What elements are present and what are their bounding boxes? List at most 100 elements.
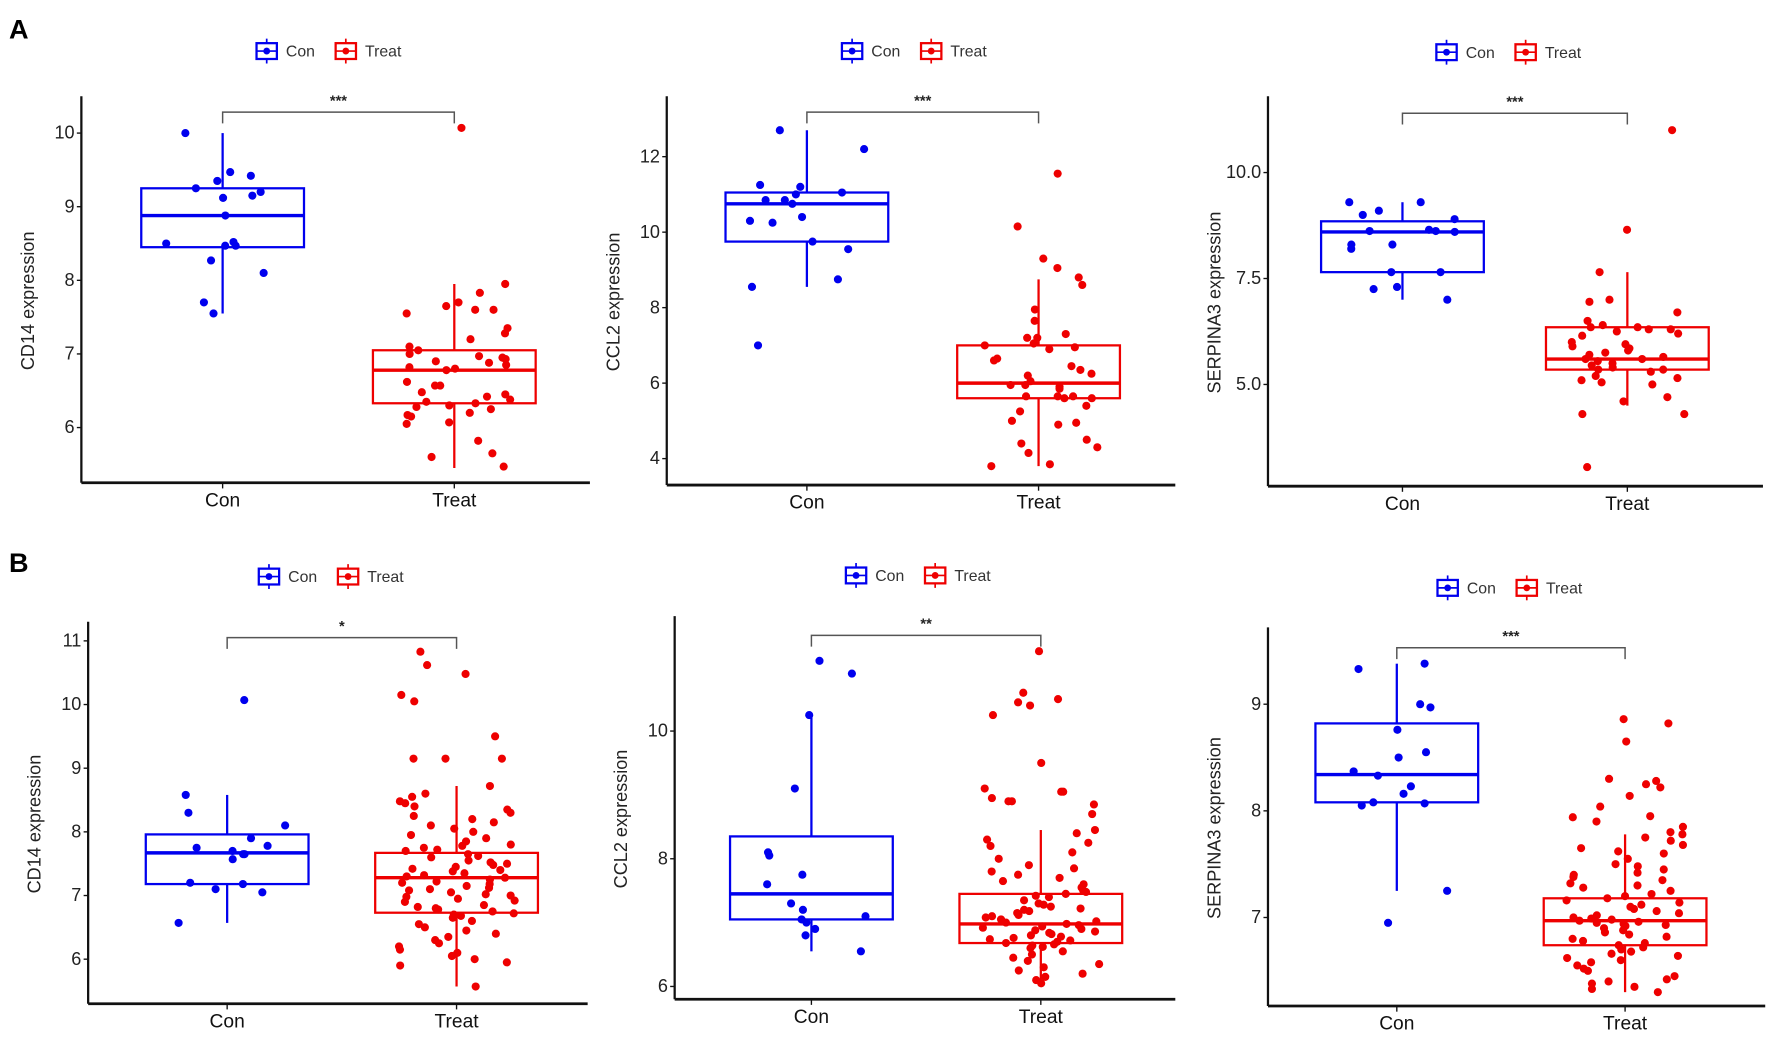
data-point-treat bbox=[981, 913, 990, 922]
data-point-con bbox=[768, 218, 777, 227]
data-point-treat bbox=[489, 818, 498, 827]
y-tick-label: 7 bbox=[71, 885, 81, 905]
legend-item-treat: Treat bbox=[1514, 39, 1582, 65]
data-point-treat bbox=[1639, 943, 1648, 952]
data-point-treat bbox=[988, 711, 998, 720]
data-point-treat bbox=[1014, 910, 1023, 920]
data-point-treat bbox=[456, 911, 465, 920]
data-point-con bbox=[847, 669, 856, 678]
data-point-con bbox=[1421, 748, 1431, 757]
legend-point-icon bbox=[927, 47, 935, 55]
data-point-treat bbox=[1644, 325, 1653, 334]
data-point-con bbox=[228, 846, 237, 856]
significance-label: *** bbox=[914, 93, 931, 109]
data-point-treat bbox=[1666, 325, 1675, 334]
box-iqr bbox=[1314, 722, 1480, 804]
data-point-con bbox=[221, 211, 230, 220]
data-point-con bbox=[239, 850, 248, 859]
legend-item-treat: Treat bbox=[334, 38, 402, 64]
y-tick-label: 10 bbox=[61, 694, 81, 714]
data-point-treat bbox=[1034, 647, 1044, 656]
data-point-treat bbox=[1627, 947, 1636, 956]
data-point-treat bbox=[446, 888, 456, 897]
data-point-treat bbox=[398, 878, 407, 887]
data-point-treat bbox=[1077, 924, 1086, 934]
legend-point-icon bbox=[265, 573, 273, 580]
data-point-con bbox=[199, 298, 208, 307]
data-point-con bbox=[221, 241, 230, 250]
data-point-treat bbox=[1661, 920, 1670, 930]
data-point-con bbox=[1387, 268, 1396, 277]
data-point-treat bbox=[980, 341, 989, 350]
data-point-treat bbox=[466, 335, 475, 344]
box-con bbox=[728, 715, 894, 952]
data-point-treat bbox=[423, 660, 432, 670]
data-point-treat bbox=[1634, 917, 1643, 926]
data-point-con bbox=[796, 182, 805, 191]
significance-label: ** bbox=[920, 617, 932, 633]
data-point-treat bbox=[450, 824, 459, 833]
legend-item-con: Con bbox=[255, 38, 315, 64]
significance-label: *** bbox=[1506, 94, 1523, 110]
data-point-treat bbox=[1021, 392, 1031, 401]
legend-point-icon bbox=[1522, 48, 1530, 56]
data-point-treat bbox=[506, 840, 515, 849]
data-point-treat bbox=[406, 830, 416, 840]
data-point-treat bbox=[1605, 774, 1614, 783]
data-point-treat bbox=[1646, 367, 1655, 376]
data-point-con bbox=[246, 834, 256, 843]
data-point-treat bbox=[1674, 329, 1683, 338]
data-point-con bbox=[1349, 767, 1358, 776]
data-point-treat bbox=[1597, 378, 1606, 387]
data-point-treat bbox=[987, 794, 996, 803]
data-point-treat bbox=[1666, 828, 1675, 837]
data-point-treat bbox=[1587, 984, 1597, 994]
data-point-treat bbox=[998, 877, 1008, 886]
significance-bracket bbox=[226, 636, 458, 649]
data-point-treat bbox=[1577, 844, 1586, 853]
data-point-con bbox=[833, 275, 842, 284]
legend-label: Con bbox=[1466, 45, 1495, 62]
box-iqr bbox=[728, 835, 894, 921]
data-point-treat bbox=[1652, 776, 1661, 786]
data-point-treat bbox=[1027, 950, 1037, 959]
significance-bracket bbox=[221, 111, 456, 124]
x-tick-label: Treat bbox=[1017, 493, 1062, 514]
data-point-con bbox=[765, 851, 774, 860]
data-point-treat bbox=[1604, 977, 1613, 986]
data-point-con bbox=[1420, 659, 1429, 668]
data-point-treat bbox=[1587, 958, 1596, 967]
data-point-treat bbox=[1017, 439, 1026, 448]
data-point-treat bbox=[500, 873, 510, 882]
data-point-treat bbox=[502, 360, 511, 370]
data-point-treat bbox=[1568, 813, 1577, 822]
data-point-treat bbox=[1625, 930, 1634, 939]
data-point-treat bbox=[1666, 886, 1675, 895]
data-point-treat bbox=[1001, 938, 1011, 948]
data-point-treat bbox=[1060, 394, 1069, 403]
box-iqr bbox=[1319, 220, 1485, 274]
data-point-treat bbox=[983, 835, 992, 844]
data-point-treat bbox=[1583, 966, 1592, 975]
data-point-treat bbox=[1641, 833, 1650, 842]
data-point-treat bbox=[1619, 926, 1628, 935]
box-treat bbox=[1544, 272, 1710, 406]
data-point-treat bbox=[1668, 126, 1677, 135]
legend-item-treat: Treat bbox=[923, 563, 991, 588]
data-point-con bbox=[1357, 801, 1366, 810]
data-point-treat bbox=[421, 789, 430, 798]
box-iqr bbox=[958, 892, 1124, 945]
data-point-treat bbox=[500, 329, 510, 338]
data-point-treat bbox=[496, 865, 505, 875]
data-point-treat bbox=[1061, 329, 1070, 339]
data-point-con bbox=[811, 924, 820, 934]
data-point-con bbox=[837, 188, 847, 197]
data-point-treat bbox=[1579, 883, 1588, 892]
data-point-treat bbox=[1038, 922, 1047, 931]
data-point-con bbox=[281, 821, 290, 830]
data-point-treat bbox=[987, 462, 996, 471]
y-axis-label: SERPINA3 expression bbox=[1205, 212, 1225, 394]
data-point-treat bbox=[1019, 688, 1028, 697]
x-tick-label: Con bbox=[1385, 494, 1420, 515]
data-point-treat bbox=[1070, 343, 1079, 352]
